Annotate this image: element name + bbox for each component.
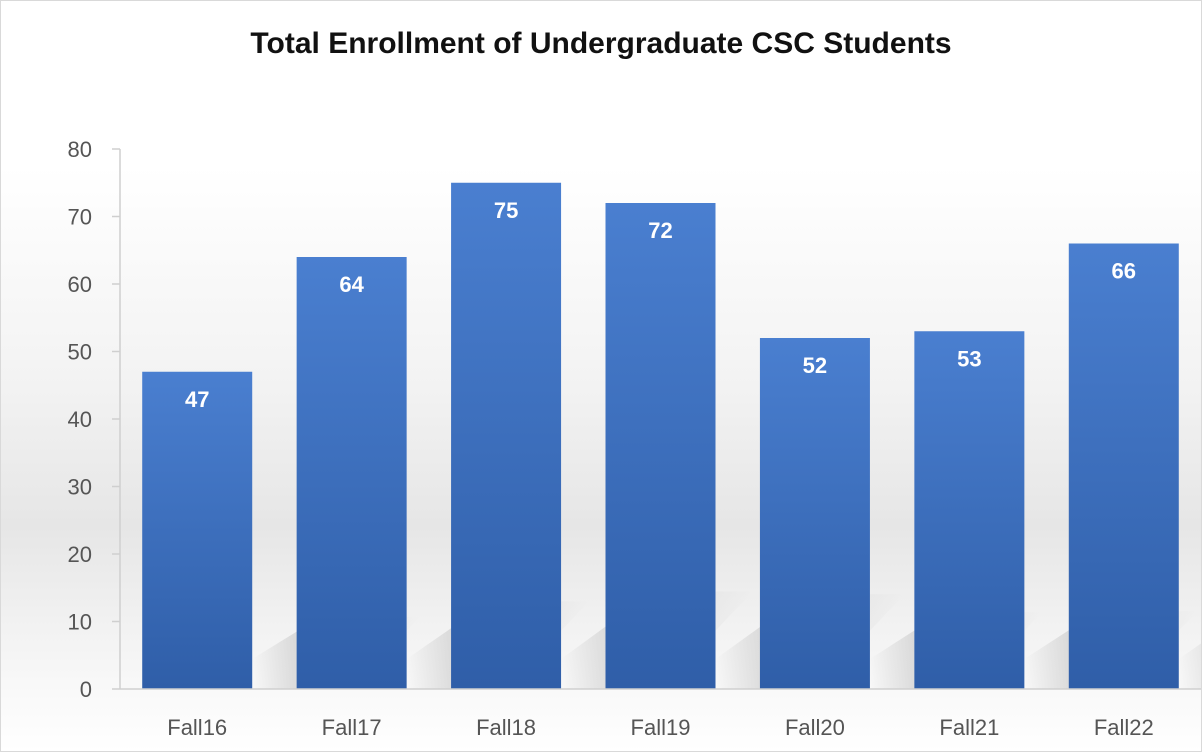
y-tick-label: 20 bbox=[68, 542, 92, 567]
x-tick-label: Fall16 bbox=[167, 715, 227, 740]
data-label: 53 bbox=[957, 346, 981, 371]
data-label: 66 bbox=[1112, 259, 1136, 284]
y-tick-label: 40 bbox=[68, 407, 92, 432]
bar-fall18 bbox=[451, 182, 562, 689]
data-label: 75 bbox=[494, 198, 518, 223]
y-tick-label: 30 bbox=[68, 475, 92, 500]
bar-shadow bbox=[1178, 643, 1201, 689]
bars: 47 64 75 72 52 53 66 bbox=[142, 182, 1179, 689]
bar-fall16 bbox=[142, 371, 253, 689]
chart-title: Total Enrollment of Undergraduate CSC St… bbox=[250, 27, 951, 60]
bar-fall19 bbox=[605, 203, 716, 689]
bar-fall20 bbox=[759, 338, 870, 689]
y-tick-label: 80 bbox=[68, 137, 92, 162]
data-label: 52 bbox=[803, 353, 827, 378]
y-tick-label: 50 bbox=[68, 340, 92, 365]
y-tick-label: 0 bbox=[80, 677, 92, 702]
bar-fall21 bbox=[914, 331, 1025, 689]
data-label: 47 bbox=[185, 387, 209, 412]
x-tick-label: Fall19 bbox=[631, 715, 691, 740]
data-label: 72 bbox=[648, 218, 672, 243]
x-tick-label: Fall20 bbox=[785, 715, 845, 740]
x-tick-label: Fall22 bbox=[1094, 715, 1154, 740]
data-label: 64 bbox=[339, 272, 364, 297]
bar-fall17 bbox=[296, 257, 407, 689]
x-tick-label: Fall21 bbox=[939, 715, 999, 740]
bar-fall22 bbox=[1068, 243, 1179, 689]
x-tick-label: Fall17 bbox=[322, 715, 382, 740]
y-tick-label: 10 bbox=[68, 610, 92, 635]
y-axis: 0 10 20 30 40 50 60 70 80 bbox=[68, 137, 121, 702]
y-tick-label: 70 bbox=[68, 205, 92, 230]
y-tick-label: 60 bbox=[68, 272, 92, 297]
x-axis: Fall16 Fall17 Fall18 Fall19 Fall20 Fall21 Fall… bbox=[120, 688, 1201, 740]
x-tick-label: Fall18 bbox=[476, 715, 536, 740]
